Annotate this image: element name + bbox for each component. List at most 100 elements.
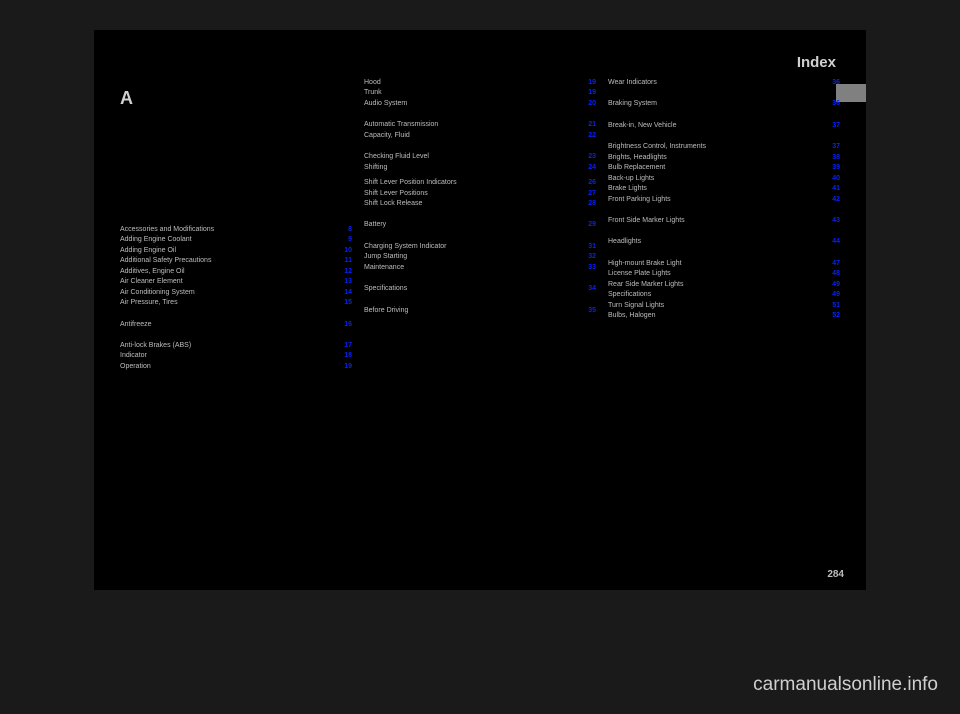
index-page-link[interactable]: 39: [826, 163, 840, 172]
spacer: [120, 115, 352, 225]
index-page-link[interactable]: 23: [582, 152, 596, 161]
index-entry: Accessories and Modifications8: [120, 225, 352, 234]
index-entry-label: Headlights: [608, 237, 826, 246]
index-entry-label: Adding Engine Coolant: [120, 235, 338, 244]
index-entry: Specifications34: [364, 284, 596, 293]
index-page-link[interactable]: 27: [582, 189, 596, 198]
index-page-link[interactable]: 29: [582, 220, 596, 229]
index-entry-label: Air Pressure, Tires: [120, 298, 338, 307]
index-entry: Braking System36: [608, 99, 840, 108]
index-entry: Battery29: [364, 220, 596, 229]
index-page-link[interactable]: 35: [582, 306, 596, 315]
index-page-link[interactable]: 13: [338, 277, 352, 286]
index-page-link[interactable]: 21: [582, 120, 596, 129]
index-entry: Brightness Control, Instruments37: [608, 142, 840, 151]
index-page-link[interactable]: 49: [826, 290, 840, 299]
index-page-link[interactable]: 37: [826, 142, 840, 151]
index-entry-label: Adding Engine Oil: [120, 246, 338, 255]
index-page-link[interactable]: 40: [826, 174, 840, 183]
index-entry-label: Hood: [364, 78, 582, 87]
index-entry: Checking Fluid Level23: [364, 152, 596, 161]
index-entry: Before Driving35: [364, 306, 596, 315]
index-page-link[interactable]: 52: [826, 311, 840, 320]
index-entry-label: Accessories and Modifications: [120, 225, 338, 234]
index-page-link[interactable]: 19: [338, 362, 352, 371]
index-page-link[interactable]: 43: [826, 216, 840, 225]
page-title: Index: [797, 54, 836, 71]
index-entry: Turn Signal Lights51: [608, 301, 840, 310]
index-page-link[interactable]: 33: [582, 263, 596, 272]
spacer: [608, 248, 840, 259]
index-page-link[interactable]: 19: [582, 78, 596, 87]
index-entry-label: Automatic Transmission: [364, 120, 582, 129]
index-entry: Trunk19: [364, 88, 596, 97]
index-entry: License Plate Lights48: [608, 269, 840, 278]
spacer: [364, 141, 596, 152]
index-page-link[interactable]: 32: [582, 252, 596, 261]
index-entry-label: Maintenance: [364, 263, 582, 272]
index-entry: High-mount Brake Light47: [608, 259, 840, 268]
index-entry: Brake Lights41: [608, 184, 840, 193]
index-entry: Specifications49: [608, 290, 840, 299]
index-entry-label: Audio System: [364, 99, 582, 108]
index-page-link[interactable]: 9: [338, 235, 352, 244]
index-page-link[interactable]: 48: [826, 269, 840, 278]
index-page-link[interactable]: 11: [338, 256, 352, 265]
index-page-link[interactable]: 16: [338, 320, 352, 329]
index-page-link[interactable]: 44: [826, 237, 840, 246]
index-entry: Anti-lock Brakes (ABS)17: [120, 341, 352, 350]
spacer: [608, 88, 840, 99]
spacer: [120, 309, 352, 320]
index-page-link[interactable]: 41: [826, 184, 840, 193]
index-page-link[interactable]: 17: [338, 341, 352, 350]
index-entry-label: Back-up Lights: [608, 174, 826, 183]
index-page-link[interactable]: 36: [826, 78, 840, 87]
index-page-link[interactable]: 8: [338, 225, 352, 234]
index-entry: Brights, Headlights38: [608, 153, 840, 162]
index-entry: Front Parking Lights42: [608, 195, 840, 204]
index-entry: Front Side Marker Lights43: [608, 216, 840, 225]
index-page-link[interactable]: 34: [582, 284, 596, 293]
index-page-link[interactable]: 19: [582, 88, 596, 97]
index-entry-label: Brightness Control, Instruments: [608, 142, 826, 151]
index-entry: Operation19: [120, 362, 352, 371]
index-page-link[interactable]: 49: [826, 280, 840, 289]
index-entry: Break-in, New Vehicle37: [608, 121, 840, 130]
index-page-link[interactable]: 10: [338, 246, 352, 255]
index-page-link[interactable]: 28: [582, 199, 596, 208]
index-page-link[interactable]: 47: [826, 259, 840, 268]
index-page-link[interactable]: 26: [582, 178, 596, 187]
index-entry-label: Charging System Indicator: [364, 242, 582, 251]
index-entry: Shifting24: [364, 163, 596, 172]
index-column-2: Hood19 Trunk19 Audio System20 Automatic Tr…: [358, 78, 602, 570]
index-page-link[interactable]: 36: [826, 99, 840, 108]
index-page-link[interactable]: 18: [338, 351, 352, 360]
index-page-link[interactable]: 22: [582, 131, 596, 140]
index-page-link[interactable]: 24: [582, 163, 596, 172]
index-page-link[interactable]: 51: [826, 301, 840, 310]
index-page-link[interactable]: 38: [826, 153, 840, 162]
index-page-link[interactable]: 14: [338, 288, 352, 297]
index-entry: Capacity, Fluid22: [364, 131, 596, 140]
index-entry-label: Specifications: [364, 284, 582, 293]
index-entry: Charging System Indicator31: [364, 242, 596, 251]
index-entry-label: Operation: [120, 362, 338, 371]
index-entry: Shift Lever Position Indicators26: [364, 178, 596, 187]
index-entry-label: Antifreeze: [120, 320, 338, 329]
index-entry-label: License Plate Lights: [608, 269, 826, 278]
spacer: [364, 295, 596, 306]
index-entry-label: Anti-lock Brakes (ABS): [120, 341, 338, 350]
index-page-link[interactable]: 42: [826, 195, 840, 204]
index-entry-label: High-mount Brake Light: [608, 259, 826, 268]
spacer: [364, 273, 596, 284]
index-entry-label: Break-in, New Vehicle: [608, 121, 826, 130]
index-page-link[interactable]: 31: [582, 242, 596, 251]
index-page-link[interactable]: 15: [338, 298, 352, 307]
index-entry-label: Indicator: [120, 351, 338, 360]
index-entry-label: Shift Lever Position Indicators: [364, 178, 582, 187]
index-entry-label: Braking System: [608, 99, 826, 108]
index-page-link[interactable]: 20: [582, 99, 596, 108]
index-page-link[interactable]: 12: [338, 267, 352, 276]
index-page-link[interactable]: 37: [826, 121, 840, 130]
spacer: [608, 131, 840, 142]
